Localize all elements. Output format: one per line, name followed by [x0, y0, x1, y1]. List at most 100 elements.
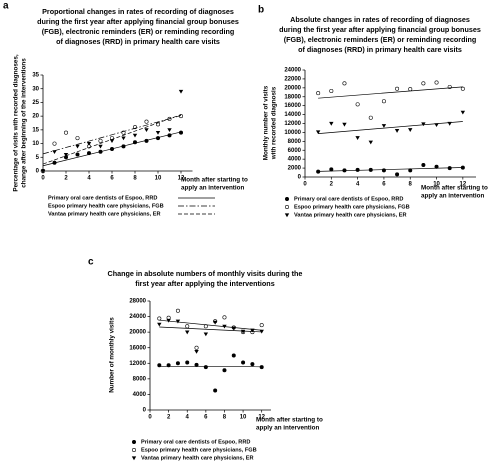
x-tick-label: 10	[433, 182, 440, 188]
point	[355, 167, 360, 172]
point	[86, 141, 92, 146]
x-tick-label: 0	[41, 176, 45, 182]
point	[166, 318, 171, 323]
chart-title: of diagnoses (RRD) in primary health car…	[298, 45, 462, 54]
chart-title: during the first year after applying fin…	[279, 25, 481, 34]
point	[250, 328, 255, 333]
x-tick-label: 6	[382, 182, 386, 188]
y-axis-label: with recorded diagnosis	[271, 86, 278, 160]
x-tick-label: 8	[409, 182, 413, 188]
point	[132, 133, 138, 138]
y-tick-label: 20	[32, 114, 39, 120]
point	[329, 88, 334, 93]
x-tick-label: 12	[178, 176, 185, 182]
point	[75, 136, 80, 141]
point	[185, 324, 190, 329]
x-tick-label: 2	[167, 415, 171, 421]
x-tick-label: 8	[133, 176, 137, 182]
y-tick-label: 5	[36, 155, 40, 161]
chart-title: Change in absolute numbers of monthly vi…	[108, 269, 303, 278]
x-tick-label: 0	[303, 182, 307, 188]
point	[284, 205, 289, 210]
y-tick-label: 4000	[288, 157, 302, 163]
point	[132, 447, 137, 452]
trend-line	[318, 121, 463, 134]
point	[395, 172, 400, 177]
y-axis-label: Percentage of visits with recorded diagn…	[13, 54, 20, 191]
point	[144, 128, 149, 133]
x-tick-label: 4	[356, 182, 360, 188]
point	[342, 81, 347, 86]
point	[241, 360, 246, 365]
y-tick-label: 0	[298, 175, 302, 181]
y-tick-label: 2000	[288, 166, 302, 172]
point	[381, 99, 386, 104]
point	[157, 322, 162, 327]
point	[222, 315, 227, 320]
chart-title: (FGB), electronic reminders (ER) or remi…	[42, 27, 235, 36]
y-tick-label: 18000	[284, 94, 301, 100]
chart-panel: b Absolute changes in rates of recording …	[258, 5, 488, 219]
point	[231, 326, 236, 331]
x-tick-label: 8	[223, 415, 227, 421]
point	[368, 115, 373, 120]
x-tick-label: 10	[240, 415, 247, 421]
point	[408, 128, 413, 132]
point	[155, 131, 161, 135]
point	[203, 365, 208, 370]
legend-label: Vantaa primary health care physicians, E…	[141, 455, 254, 461]
panel-label: b	[258, 5, 264, 16]
chart-title: Absolute changes in rates of recording o…	[290, 15, 470, 24]
point	[179, 130, 184, 135]
x-tick-label: 6	[110, 176, 114, 182]
point	[213, 388, 218, 393]
point	[64, 130, 69, 135]
point	[259, 323, 264, 328]
legend-label: Espoo primary health care physicians, FG…	[141, 447, 257, 453]
point	[185, 360, 190, 365]
point	[167, 128, 172, 133]
y-tick-label: 8000	[133, 376, 147, 382]
legend-label: Primary oral care dentists of Espoo, RRD	[294, 196, 403, 202]
chart-title: Proportional changes in rates of recordi…	[42, 7, 234, 16]
chart-title: during the first year after applying fin…	[37, 17, 239, 26]
y-tick-label: 24000	[284, 68, 301, 74]
point	[175, 308, 180, 313]
point	[259, 365, 264, 370]
point	[284, 213, 290, 218]
point	[175, 361, 180, 366]
point	[381, 168, 386, 173]
y-tick-label: 20000	[129, 330, 146, 336]
trend-line	[159, 319, 262, 331]
y-tick-label: 16000	[284, 103, 301, 109]
point	[460, 110, 466, 115]
x-tick-label: 4	[87, 176, 91, 182]
x-tick-label: 12	[460, 182, 467, 188]
point	[131, 456, 137, 461]
chart-title: (FGB), electronic reminders (ER) or remi…	[284, 35, 477, 44]
point	[355, 136, 360, 140]
point	[368, 140, 373, 145]
x-axis-label: Month after starting to	[256, 417, 323, 424]
point	[144, 119, 149, 124]
point	[222, 324, 227, 329]
point	[212, 320, 218, 325]
point	[395, 86, 400, 91]
point	[175, 319, 181, 324]
trend-line	[42, 131, 182, 167]
chart-panel: c Change in absolute numbers of monthly v…	[88, 257, 323, 462]
point	[121, 136, 126, 141]
point	[421, 81, 426, 86]
y-tick-label: 35	[32, 73, 39, 79]
point	[315, 130, 321, 135]
legend-label: Primary oral care dentists of Espoo, RRD	[141, 439, 250, 445]
trend-line	[318, 167, 463, 172]
x-tick-label: 12	[258, 415, 265, 421]
trend-line	[159, 326, 262, 333]
point	[329, 121, 334, 126]
legend-label: Vantaa primary health care physicians, E…	[294, 212, 407, 218]
legend-label: Espoo primary health care physicians, FG…	[48, 203, 164, 209]
point	[109, 139, 115, 144]
point	[194, 345, 199, 350]
panel-label: c	[88, 257, 94, 268]
